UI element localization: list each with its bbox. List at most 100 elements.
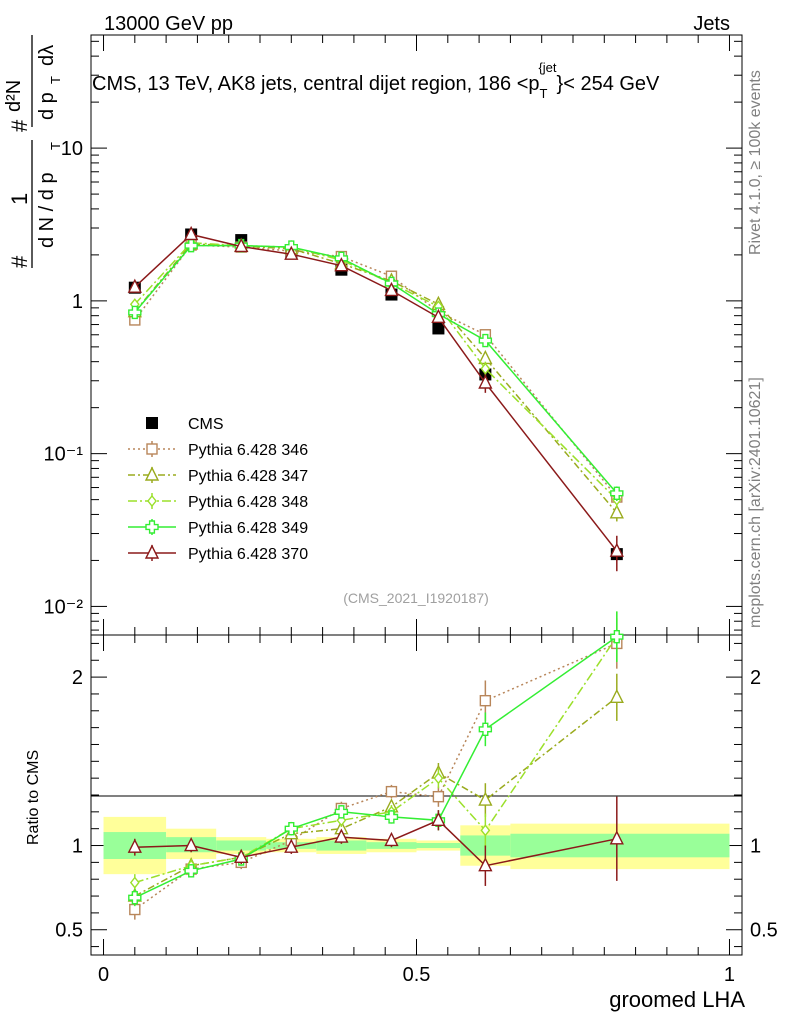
ylabel-one: 1 [7, 193, 32, 205]
x-tick-label: 0 [98, 964, 109, 986]
series-pythia-6-428-370 [127, 796, 624, 886]
series-pythia-6-428-349 [128, 238, 624, 501]
data-point [147, 494, 157, 508]
x-tick-label: 1 [724, 964, 735, 986]
data-point [128, 305, 142, 320]
data-point [385, 785, 398, 798]
main-axis: 10 1 10⁻¹ 10⁻² [44, 35, 742, 635]
data-point [144, 544, 160, 559]
data-point [334, 828, 349, 843]
ylabel-numerator: d²N [3, 80, 25, 112]
x-axis-label: groomed LHA [609, 987, 745, 1012]
ylabel-hash-left: # [7, 255, 32, 268]
data-point [384, 810, 399, 824]
data-point [384, 281, 399, 297]
data-point [184, 836, 199, 852]
series-pythia-6-428-347 [127, 673, 624, 905]
data-point [478, 333, 493, 348]
data-point [184, 864, 198, 878]
main-ylabel: # 1 d N / d p T # d²N d p T dλ [3, 35, 63, 268]
data-point [432, 322, 445, 335]
ratio-y-tick-label-right: 1 [750, 836, 761, 858]
legend-label: Pythia 6.428 347 [188, 468, 308, 485]
plot-title-main: CMS, 13 TeV, AK8 jets, central dijet reg… [92, 73, 540, 95]
ylabel-den2: d p [36, 92, 58, 120]
data-point [129, 876, 140, 889]
data-point [184, 238, 198, 253]
data-point [127, 278, 142, 293]
data-point [184, 225, 199, 241]
data-point [480, 824, 491, 837]
data-point [384, 831, 399, 847]
ratio-axis: 2 2 1 1 0.5 0.5 0 0.5 1 [55, 635, 778, 986]
data-point [334, 257, 349, 272]
ylabel-t-sub-2: T [48, 76, 63, 84]
main-panel-frame [90, 34, 743, 636]
ratio-y-tick-label: 2 [72, 667, 83, 689]
plot-title-end: }< 254 GeV [557, 73, 661, 95]
data-point [144, 466, 160, 481]
data-point [480, 362, 491, 375]
plot-title: CMS, 13 TeV, AK8 jets, central dijet reg… [92, 60, 660, 101]
main-y-tick-label: 10⁻¹ [44, 444, 84, 466]
data-point [234, 848, 249, 864]
legend-label: Pythia 6.428 346 [188, 442, 308, 459]
ylabel-hash-mid: # [7, 119, 32, 132]
series-pythia-6-428-370 [127, 225, 624, 572]
series-line [134, 642, 618, 911]
data-point [478, 857, 493, 872]
legend-label: Pythia 6.428 370 [188, 546, 308, 563]
analysis-watermark: (CMS_2021_I1920187) [343, 590, 489, 606]
ratio-y-tick-label-right: 2 [750, 667, 761, 689]
data-point [609, 688, 624, 704]
ylabel-t-sub-1: T [48, 142, 63, 150]
data-point [609, 830, 624, 845]
x-tick-label: 0.5 [403, 964, 431, 986]
ratio-y-tick-label-right: 0.5 [750, 920, 778, 942]
data-point [145, 520, 159, 534]
band-green [216, 840, 267, 851]
series-line [134, 636, 618, 884]
data-point [284, 838, 299, 853]
data-point [284, 245, 299, 260]
main-y-tick-label: 1 [72, 291, 83, 313]
band-green [416, 843, 461, 849]
ratio-panel-frame [90, 634, 743, 956]
plot-title-sup: {jet [538, 60, 556, 75]
rivet-label: Rivet 4.1.0, ≥ 100k events [747, 70, 764, 255]
ratio-ylabel: Ratio to CMS [25, 750, 42, 845]
main-y-tick-label: 10⁻² [44, 596, 84, 618]
legend-label: CMS [188, 416, 224, 433]
legend-item: Pythia 6.428 347 [128, 466, 308, 485]
ylabel-lambda: dλ [36, 45, 58, 66]
data-point [284, 821, 299, 836]
data-point [432, 790, 445, 803]
band-green [316, 840, 367, 851]
data-point [610, 486, 624, 501]
data-point [479, 694, 492, 707]
data-point [146, 417, 158, 429]
plot-title-sub: T [540, 86, 548, 101]
data-point [431, 308, 446, 324]
data-point [478, 374, 493, 389]
main-series-group [127, 225, 624, 572]
legend-item: Pythia 6.428 348 [128, 493, 308, 511]
ratio-y-tick-label: 1 [72, 836, 83, 858]
data-point [334, 805, 349, 819]
data-point [146, 443, 158, 455]
data-point [478, 791, 493, 806]
data-point [609, 542, 624, 557]
data-point [128, 891, 142, 905]
legend-label: Pythia 6.428 349 [188, 520, 308, 537]
series-pythia-6-428-346 [129, 618, 623, 920]
data-point [431, 811, 446, 826]
source-label: mcplots.cern.ch [arXiv:2401.10621] [747, 377, 764, 628]
series-line [134, 242, 618, 501]
data-point [127, 838, 142, 853]
data-point [433, 772, 444, 785]
ratio-series-group [127, 611, 624, 920]
data-point [234, 237, 249, 253]
band-green [510, 833, 730, 858]
legend-item: Pythia 6.428 349 [128, 519, 308, 537]
